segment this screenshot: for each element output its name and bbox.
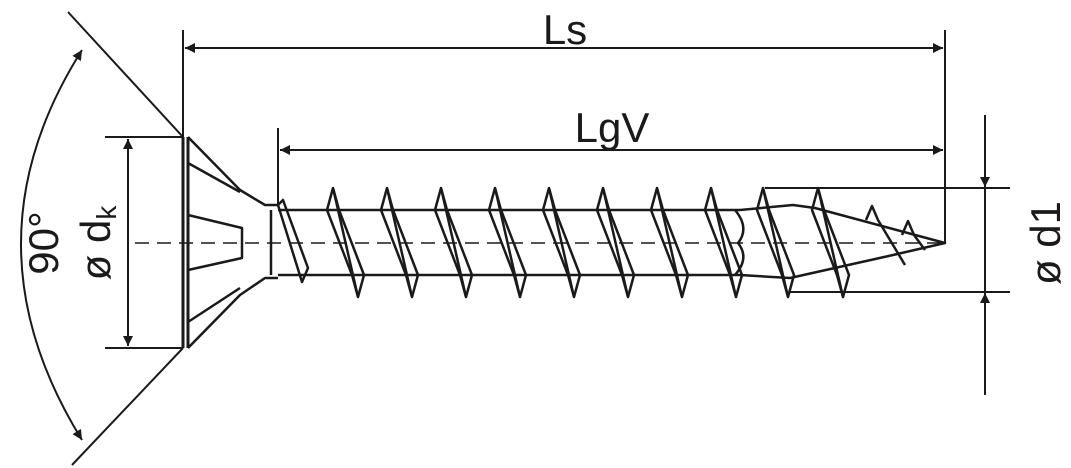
dk-subscript: k	[91, 205, 122, 220]
lgv-label: LgV	[575, 104, 650, 151]
dk-label: ø d	[72, 220, 119, 281]
thread-edge	[709, 187, 738, 298]
thread-edge	[601, 187, 630, 298]
thread-turn	[900, 219, 927, 251]
d1-label: ø d1	[1022, 201, 1069, 285]
angle-label: 90°	[20, 211, 67, 275]
thread-turn	[276, 198, 310, 284]
ls-label: Ls	[543, 6, 587, 53]
thread-edge	[493, 187, 522, 298]
svg-text:ø dk: ø dk	[72, 205, 122, 281]
screw-head	[181, 136, 278, 349]
d1-dimension	[765, 115, 1010, 395]
angle-dimension	[20, 11, 184, 466]
ls-dimension	[182, 30, 946, 243]
dk-dimension	[105, 136, 183, 349]
